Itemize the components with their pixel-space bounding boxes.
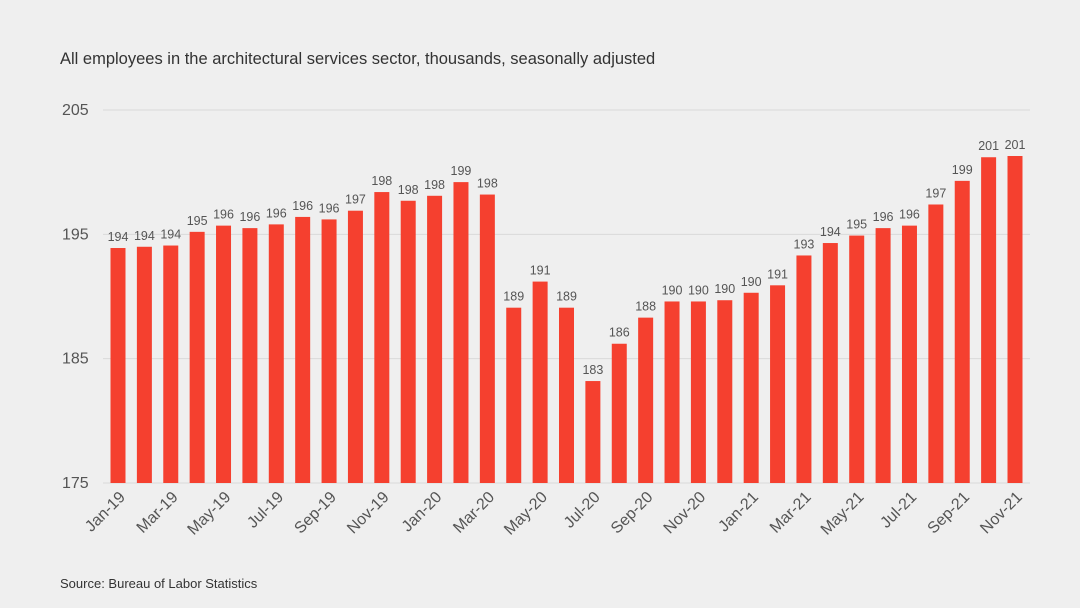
value-label: 190 <box>714 282 735 296</box>
bar <box>479 194 495 483</box>
value-label: 198 <box>371 174 392 188</box>
bar <box>427 195 443 484</box>
value-label: 201 <box>978 139 999 153</box>
value-label: 198 <box>398 183 419 197</box>
bar <box>638 317 654 483</box>
bar <box>901 225 917 483</box>
value-label: 190 <box>688 283 709 297</box>
value-label: 183 <box>582 363 603 377</box>
value-label: 197 <box>345 193 366 207</box>
value-label: 193 <box>794 237 815 251</box>
value-label: 194 <box>160 228 181 242</box>
value-label: 198 <box>424 178 445 192</box>
bar <box>822 243 838 483</box>
value-label: 189 <box>503 290 524 304</box>
bar <box>743 292 759 483</box>
y-tick-label: 175 <box>62 475 89 492</box>
value-label: 195 <box>846 218 867 232</box>
bar <box>928 204 944 483</box>
bar <box>585 381 601 483</box>
bar <box>1007 156 1023 483</box>
bar <box>875 228 891 483</box>
bar <box>611 343 627 483</box>
value-label: 196 <box>266 206 287 220</box>
bar <box>242 228 258 483</box>
bar <box>981 157 997 483</box>
bar <box>374 192 390 483</box>
bar <box>453 182 469 483</box>
y-tick-label: 195 <box>62 226 89 243</box>
bar <box>770 285 786 483</box>
source: Source: Bureau of Labor Statistics <box>60 576 258 591</box>
value-label: 196 <box>899 208 920 222</box>
bar <box>110 248 126 483</box>
value-label: 201 <box>1005 138 1026 152</box>
y-tick-label: 205 <box>62 102 89 119</box>
bar <box>796 255 812 483</box>
value-label: 190 <box>662 283 683 297</box>
bar <box>506 307 522 483</box>
value-label: 194 <box>108 230 129 244</box>
value-label: 195 <box>187 214 208 228</box>
bar <box>189 231 205 483</box>
bar <box>136 246 152 483</box>
y-tick-label: 185 <box>62 351 89 368</box>
bar <box>717 300 733 483</box>
value-label: 194 <box>134 229 155 243</box>
bar <box>954 180 970 483</box>
bar <box>690 301 706 483</box>
bar <box>400 200 416 483</box>
chart-title: All employees in the architectural servi… <box>60 50 655 68</box>
bar <box>268 224 284 484</box>
value-label: 196 <box>873 210 894 224</box>
value-label: 191 <box>530 264 551 278</box>
value-label: 199 <box>451 164 472 178</box>
bar <box>559 307 574 483</box>
value-label: 197 <box>925 186 946 200</box>
value-label: 196 <box>292 199 313 213</box>
bar <box>163 245 179 483</box>
value-label: 196 <box>319 201 340 215</box>
bar <box>321 219 337 483</box>
value-label: 198 <box>477 177 498 191</box>
bar <box>295 216 311 483</box>
value-label: 190 <box>741 275 762 289</box>
value-label: 189 <box>556 290 577 304</box>
value-label: 188 <box>635 300 656 314</box>
bar <box>216 225 232 483</box>
value-label: 199 <box>952 163 973 177</box>
value-label: 196 <box>213 208 234 222</box>
value-label: 196 <box>239 210 260 224</box>
value-label: 194 <box>820 225 841 239</box>
bar <box>849 235 865 483</box>
value-label: 186 <box>609 326 630 340</box>
bar <box>347 210 363 483</box>
bar <box>664 301 680 483</box>
value-label: 191 <box>767 267 788 281</box>
bar <box>532 281 548 483</box>
